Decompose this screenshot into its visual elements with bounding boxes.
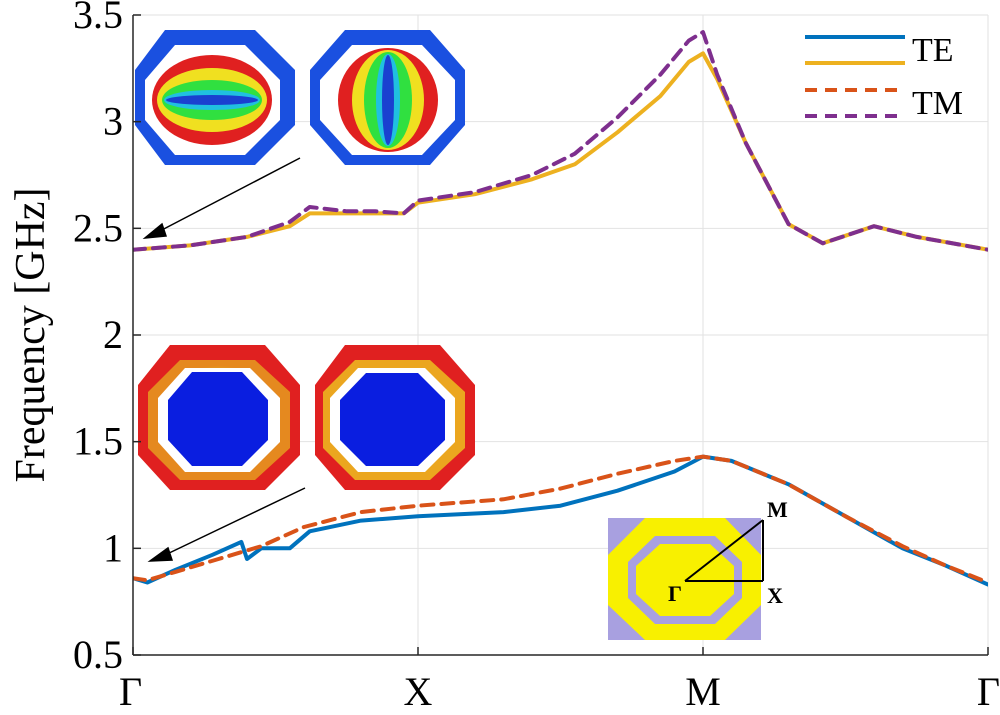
x-tick-label-2: M (685, 669, 721, 714)
y-tick-label-1: 1 (103, 525, 123, 570)
bz-label-x: X (767, 583, 783, 608)
mode-profile-upper-1 (135, 30, 295, 165)
series-curves (133, 30, 988, 587)
y-tick-label-4: 2.5 (73, 205, 123, 250)
bz-label-gamma: Γ (668, 581, 682, 606)
x-tick-label-0: Γ (119, 669, 142, 714)
y-tick-label-5: 3 (103, 99, 123, 144)
annotation-arrows (142, 157, 306, 562)
legend: TE TM (805, 32, 963, 122)
y-tick-label-3: 2 (103, 312, 123, 357)
y-tick-label-0: 0.5 (73, 632, 123, 677)
y-tick-label-6: 3.5 (73, 0, 123, 37)
y-axis-label: Frequency [GHz] (8, 187, 54, 482)
x-tick-label-1: X (404, 669, 433, 714)
mode-profile-lower-1 (138, 345, 300, 490)
y-tick-marks (133, 14, 141, 656)
bz-label-m: M (767, 497, 788, 522)
y-tick-labels: 0.5 1 1.5 2 2.5 3 3.5 (73, 0, 123, 677)
x-tick-marks (132, 647, 989, 655)
mode-profile-upper-2 (310, 30, 465, 165)
series-line-3 (133, 30, 988, 252)
x-tick-label-3: Γ (977, 669, 1000, 714)
mode-profile-insets (135, 30, 475, 490)
brillouin-zone-inset: M Γ X (608, 497, 788, 640)
y-tick-label-2: 1.5 (73, 419, 123, 464)
mode-profile-lower-2 (315, 345, 475, 490)
legend-label-0: TE (912, 32, 954, 69)
series-line-1 (133, 454, 988, 585)
legend-label-1: TM (912, 85, 963, 122)
